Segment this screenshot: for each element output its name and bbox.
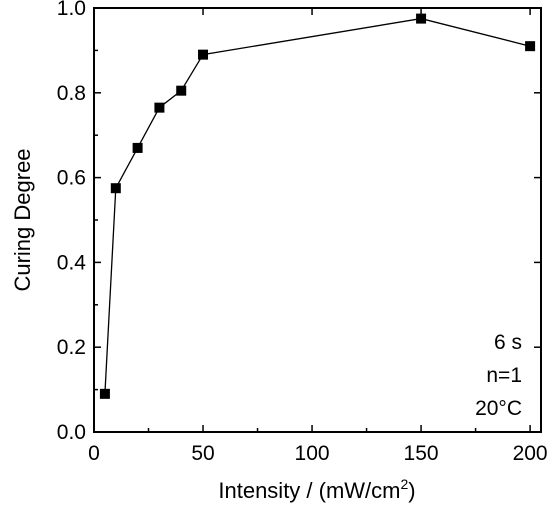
y-tick-label: 1.0: [57, 0, 86, 20]
y-tick-label: 0.6: [57, 167, 86, 190]
plot-frame: [93, 7, 542, 433]
annotation-cycles: n=1: [486, 364, 522, 387]
x-tick-label: 0: [88, 442, 100, 465]
annotation-temperature: 20°C: [475, 397, 522, 420]
x-axis-title: Intensity / (mW/cm2): [218, 476, 415, 503]
x-axis-title-superscript: 2: [401, 476, 409, 492]
data-point-marker: [154, 102, 165, 113]
plot-marks: [99, 13, 536, 399]
y-tick-label: 0.4: [57, 251, 87, 274]
y-tick-label: 0.2: [57, 336, 86, 359]
x-tick-label: 50: [191, 442, 214, 465]
data-point-marker: [416, 13, 427, 24]
y-axis-title: Curing Degree: [10, 148, 35, 291]
data-point-marker: [176, 85, 187, 96]
x-axis-title-suffix: ): [408, 478, 415, 503]
x-axis-ticks: 0 50 100 150 200: [88, 8, 548, 465]
x-tick-label: 150: [404, 442, 439, 465]
data-point-marker: [99, 388, 110, 399]
data-point-marker: [132, 142, 143, 153]
x-tick-label: 200: [513, 442, 548, 465]
data-point-marker: [110, 183, 121, 194]
y-tick-label: 0.0: [57, 421, 86, 444]
y-tick-label: 0.8: [57, 82, 86, 105]
y-axis-ticks: 0.0 0.2 0.4 0.6 0.8 1.0: [57, 0, 541, 444]
series-line: [104, 17, 531, 394]
data-point-marker: [198, 49, 209, 60]
annotation-time: 6 s: [494, 331, 522, 354]
x-tick-label: 100: [295, 442, 330, 465]
data-point-marker: [525, 41, 536, 52]
